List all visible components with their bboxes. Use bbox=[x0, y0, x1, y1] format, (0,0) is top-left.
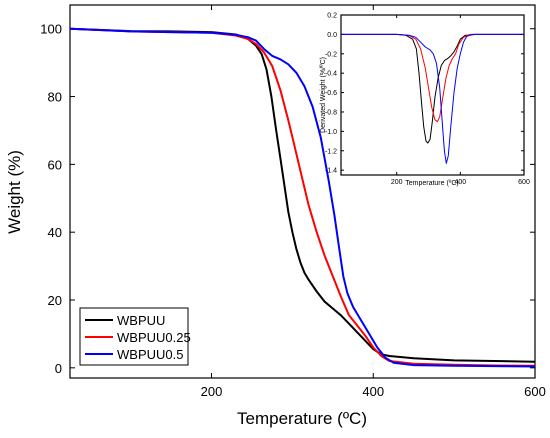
main-series-line-2 bbox=[69, 27, 536, 368]
inset-axis-ticks: 200 400 600 0.2 0.0 -0.2 -0.4 -0.6 -0.8 -1.0 -1.2 -… bbox=[325, 13, 530, 187]
inset-x-tick-label: 600 bbox=[518, 179, 530, 186]
legend: WBPUU WBPUU0.25 WBPUU0.5 bbox=[79, 307, 191, 366]
main-y-tick-label: 20 bbox=[48, 293, 62, 308]
main-x-tick-label: 200 bbox=[201, 384, 223, 399]
main-y-axis-title: Weight (%) bbox=[5, 150, 24, 234]
inset-y-tick-label: -0.2 bbox=[325, 51, 337, 58]
main-y-tick-label: 100 bbox=[40, 22, 62, 37]
inset-y-tick-label: -0.8 bbox=[325, 109, 337, 116]
legend-label-wbpuu: WBPUU bbox=[117, 313, 165, 328]
legend-label-wbpuu05: WBPUU0.5 bbox=[117, 347, 183, 362]
inset-x-tick-label: 400 bbox=[455, 179, 467, 186]
legend-label-wbpuu025: WBPUU0.25 bbox=[117, 330, 191, 345]
main-y-tick-label: 60 bbox=[48, 157, 62, 172]
main-axis-ticks: 200 400 600 0 20 40 60 80 100 bbox=[40, 5, 546, 399]
inset-x-tick-label: 200 bbox=[391, 179, 403, 186]
main-plot-frame bbox=[69, 4, 536, 379]
main-x-axis-title: Temperature (ºC) bbox=[237, 409, 367, 428]
main-x-tick-label: 600 bbox=[524, 384, 546, 399]
main-y-tick-label: 40 bbox=[48, 225, 62, 240]
inset-y-tick-label: -1.0 bbox=[325, 129, 337, 136]
inset-series-line-2 bbox=[341, 33, 524, 164]
main-y-tick-label: 0 bbox=[55, 361, 62, 376]
inset-x-axis-title: Temperature (ºC) bbox=[405, 180, 459, 187]
inset-y-tick-label: -0.4 bbox=[325, 71, 337, 78]
inset-plot-frame bbox=[340, 14, 525, 176]
inset-series-group bbox=[341, 33, 524, 164]
inset-y-tick-label: 0.0 bbox=[327, 32, 337, 39]
inset-y-tick-label: -1.2 bbox=[325, 148, 337, 155]
inset-series-line-0 bbox=[341, 33, 524, 144]
inset-y-tick-label: 0.2 bbox=[327, 13, 337, 20]
inset-series-line-1 bbox=[341, 33, 524, 123]
inset-y-tick-label: -1.4 bbox=[325, 168, 337, 175]
inset-y-tick-label: -0.6 bbox=[325, 90, 337, 97]
inset-y-axis-title: Derivated Weight (%/ºC) bbox=[320, 57, 327, 133]
main-series-group bbox=[69, 27, 536, 368]
main-x-tick-label: 400 bbox=[362, 384, 384, 399]
main-y-tick-label: 80 bbox=[48, 90, 62, 105]
